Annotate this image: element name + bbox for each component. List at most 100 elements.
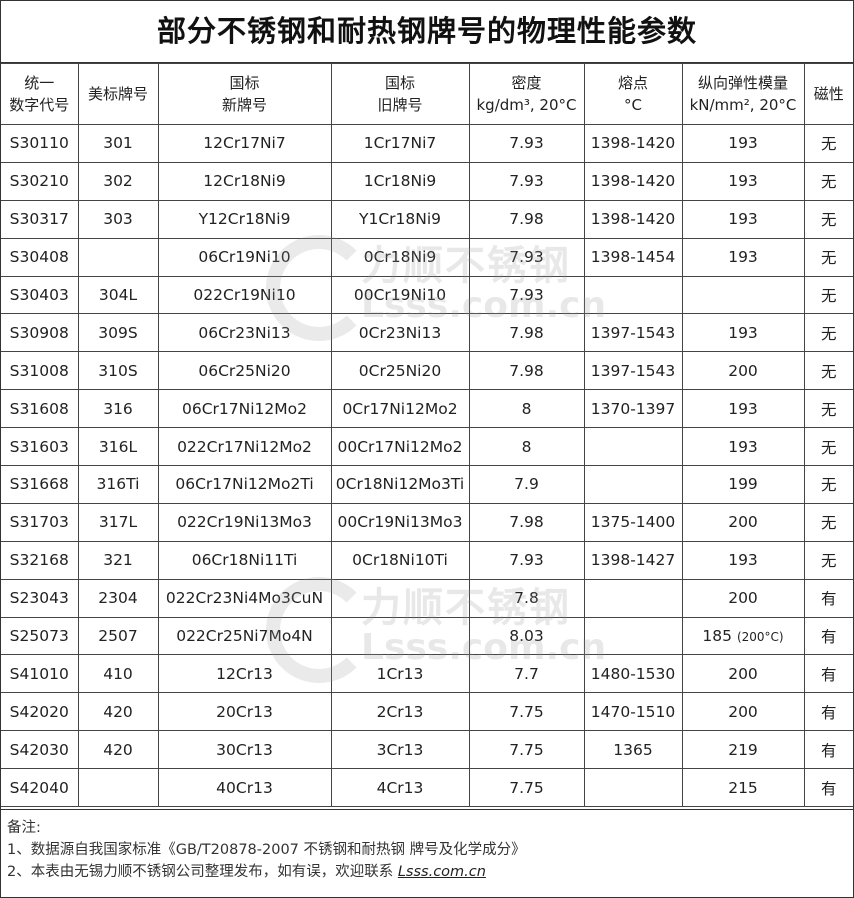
table-cell: 1Cr17Ni7 bbox=[330, 124, 470, 163]
cell-value: 7.98 bbox=[509, 323, 544, 342]
cell-value: 303 bbox=[103, 210, 133, 229]
cell-value: 316L bbox=[98, 437, 138, 456]
table-cell: 无 bbox=[803, 124, 853, 163]
cell-value: 有 bbox=[820, 628, 837, 647]
table-cell: 193 bbox=[681, 124, 805, 163]
cell-value: 7.93 bbox=[509, 134, 544, 153]
cell-value: 193 bbox=[728, 248, 758, 267]
table-cell: 7.7 bbox=[468, 654, 585, 694]
note-1: 1、数据源自我国家标准《GB/T20878-2007 不锈钢和耐热钢 牌号及化学… bbox=[7, 842, 526, 858]
table-cell: 8 bbox=[468, 427, 585, 467]
table-cell: 0Cr23Ni13 bbox=[330, 313, 470, 353]
cell-value: 无 bbox=[820, 514, 837, 533]
table-cell: 30Cr13 bbox=[157, 730, 332, 770]
cell-value: 无 bbox=[820, 476, 837, 495]
website-link[interactable]: Lsss.com.cn bbox=[397, 864, 486, 880]
table-cell: 1375-1400 bbox=[583, 502, 683, 542]
table-cell: 200 bbox=[681, 692, 805, 732]
cell-value: 00Cr19Ni13Mo3 bbox=[337, 513, 463, 532]
table-row: S42040 40Cr13 4Cr13 7.75 215 有 bbox=[1, 768, 853, 808]
table-cell: S30403 bbox=[1, 275, 79, 315]
cell-value: 有 bbox=[820, 703, 837, 722]
column-header: 国标 旧牌号 bbox=[330, 63, 470, 125]
table-cell: S31008 bbox=[1, 351, 79, 391]
cell-value: 1470-1510 bbox=[590, 702, 676, 721]
table-cell: 12Cr17Ni7 bbox=[157, 124, 332, 163]
table-cell: 7.98 bbox=[468, 313, 585, 353]
cell-value: 193 bbox=[728, 551, 758, 570]
table-cell: 309S bbox=[77, 313, 159, 353]
cell-value: 321 bbox=[103, 551, 133, 570]
cell-value: 无 bbox=[820, 552, 837, 571]
cell-value: 有 bbox=[820, 665, 837, 684]
cell-value: 7.93 bbox=[509, 551, 544, 570]
cell-value: 7.7 bbox=[514, 664, 539, 683]
header-row: 统一 数字代号 美标牌号 国标 新牌号 国标 旧牌号 密度 kg/dm³, 20°C 熔点 °C 纵向… bbox=[1, 63, 853, 125]
cell-value: 193 bbox=[728, 134, 758, 153]
table-cell: 200 bbox=[681, 351, 805, 391]
cell-value: 8 bbox=[521, 399, 532, 418]
table-cell: 193 bbox=[681, 161, 805, 201]
table-cell: 193 bbox=[681, 237, 805, 277]
table-cell: 316Ti bbox=[77, 465, 159, 504]
table-cell: 2507 bbox=[77, 616, 159, 656]
header-line: 磁性 bbox=[813, 85, 844, 103]
cell-value: 无 bbox=[820, 324, 837, 343]
cell-value: 0Cr18Ni12Mo3Ti bbox=[335, 475, 465, 494]
table-cell: S30317 bbox=[1, 199, 79, 239]
table-cell: 316L bbox=[77, 427, 159, 467]
cell-value: 2304 bbox=[98, 589, 138, 608]
cell-value: 1365 bbox=[613, 740, 653, 759]
table-cell: 310S bbox=[77, 351, 159, 391]
cell-value: S30210 bbox=[9, 172, 69, 191]
cell-value: 7.75 bbox=[509, 740, 544, 759]
table-cell: 00Cr19Ni13Mo3 bbox=[330, 502, 470, 542]
table-row: S42030 420 30Cr13 3Cr13 7.75 1365 219 有 bbox=[1, 730, 853, 770]
table-cell: 1370-1397 bbox=[583, 389, 683, 429]
cell-value: 1397-1543 bbox=[590, 361, 676, 380]
page-title: 部分不锈钢和耐热钢牌号的物理性能参数 bbox=[1, 1, 853, 63]
table-cell bbox=[330, 616, 470, 656]
table-cell: 022Cr23Ni4Mo3CuN bbox=[157, 578, 332, 618]
table-row: S31603 316L 022Cr17Ni12Mo2 00Cr17Ni12Mo2 8 19… bbox=[1, 427, 853, 467]
table-cell: 7.75 bbox=[468, 730, 585, 770]
table-cell: 022Cr25Ni7Mo4N bbox=[157, 616, 332, 656]
cell-value: 1398-1420 bbox=[590, 134, 676, 153]
table-row: S31668 316Ti 06Cr17Ni12Mo2Ti 0Cr18Ni12Mo3Ti… bbox=[1, 465, 853, 504]
table-row: S42020 420 20Cr13 2Cr13 7.75 1470-1510 200 有 bbox=[1, 692, 853, 732]
cell-value: 7.98 bbox=[509, 210, 544, 229]
table-cell: 2Cr13 bbox=[330, 692, 470, 732]
column-header: 纵向弹性模量 kN/mm², 20°C bbox=[681, 63, 805, 125]
cell-value: 有 bbox=[820, 741, 837, 760]
table-cell: 316 bbox=[77, 389, 159, 429]
cell-value: 1Cr18Ni9 bbox=[363, 172, 437, 191]
cell-value: 1398-1420 bbox=[590, 210, 676, 229]
cell-value: 12Cr17Ni7 bbox=[203, 134, 286, 153]
table-cell: 00Cr19Ni10 bbox=[330, 275, 470, 315]
table-cell: 有 bbox=[803, 692, 853, 732]
cell-value: 4Cr13 bbox=[376, 778, 424, 797]
header-line: 熔点 bbox=[617, 74, 648, 92]
table-cell: S31603 bbox=[1, 427, 79, 467]
table-cell: 1365 bbox=[583, 730, 683, 770]
cell-value: 193 bbox=[728, 399, 758, 418]
cell-value: Y1Cr18Ni9 bbox=[358, 210, 441, 229]
table-cell: 无 bbox=[803, 313, 853, 353]
cell-value: 1Cr13 bbox=[376, 664, 424, 683]
table-cell: 200 bbox=[681, 654, 805, 694]
table-cell: 317L bbox=[77, 502, 159, 542]
header-line: 数字代号 bbox=[9, 96, 70, 114]
table-row: S31703 317L 022Cr19Ni13Mo3 00Cr19Ni13Mo3 7.9… bbox=[1, 502, 853, 542]
cell-value: 022Cr25Ni7Mo4N bbox=[176, 627, 313, 646]
table-cell: 7.93 bbox=[468, 237, 585, 277]
table-cell: 无 bbox=[803, 540, 853, 580]
table-cell: 215 bbox=[681, 768, 805, 808]
table-cell: 无 bbox=[803, 427, 853, 467]
table-cell: 7.98 bbox=[468, 351, 585, 391]
header-line: °C bbox=[624, 96, 642, 114]
cell-value: S41010 bbox=[9, 664, 69, 683]
table-cell: S32168 bbox=[1, 540, 79, 580]
cell-value: 无 bbox=[820, 287, 837, 305]
cell-value: 40Cr13 bbox=[216, 778, 273, 797]
table-cell: S30408 bbox=[1, 237, 79, 277]
